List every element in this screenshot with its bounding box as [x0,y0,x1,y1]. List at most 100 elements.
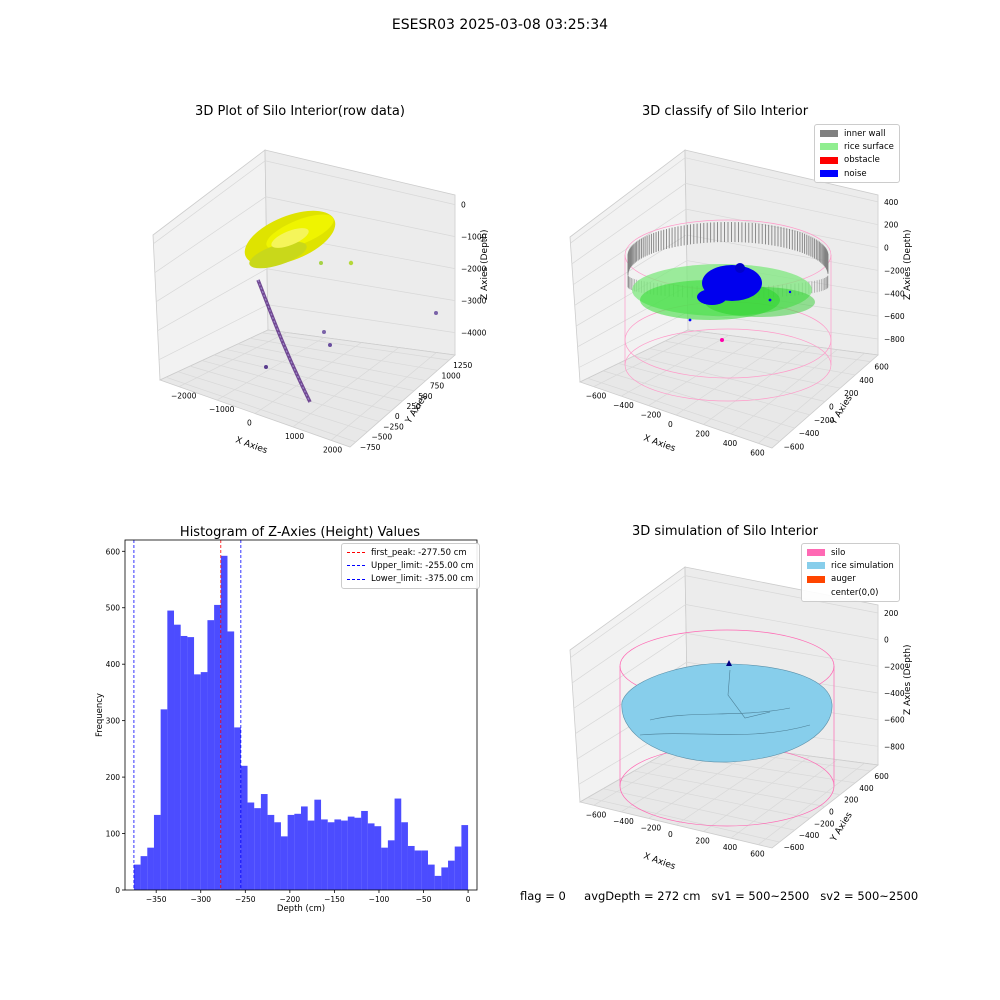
histogram-bar [421,850,428,890]
histogram-axes-frame [124,539,478,891]
simulation-legend: silo rice simulation auger center(0,0) [801,543,900,603]
histogram-bar [347,816,355,890]
histogram-bar [140,856,148,890]
histogram-bar [207,620,215,890]
histogram-y-tick: 300 [106,717,121,726]
histogram-legend-entry: Upper_limit: -255.00 cm [347,559,474,572]
histogram-bar [334,819,342,890]
simulation-y-tick: 400 [859,784,874,793]
raw-z-tick: −3000 [461,297,487,306]
histogram-bar [394,798,402,890]
status-flag: flag = 0 [520,889,566,903]
simulation-x-tick: −600 [586,810,607,819]
figure-title: ESESR03 2025-03-08 03:25:34 [391,17,609,33]
classify-center-marker [720,338,724,342]
histogram-bar [361,810,368,890]
classify-legend-label: noise [844,168,867,179]
simulation-panel-title: 3D simulation of Silo Interior [632,524,818,539]
simulation-z-label: Z Axies (Depth) [903,644,913,715]
histogram-y-label: Frequency [95,693,105,737]
classify-z-tick: −400 [884,289,905,298]
raw-y-tick: −250 [383,422,404,431]
simulation-y-tick: 600 [874,772,889,781]
histogram-bar [160,709,168,890]
simulation-legend-label: center(0,0) [831,587,879,598]
classify-x-tick: −600 [586,392,607,401]
classify-legend-label: inner wall [844,128,886,139]
histogram-legend-label: first_peak: -277.50 cm [371,547,467,558]
histogram-bar [267,814,275,890]
simulation-legend-label: auger [831,574,856,585]
simulation-rice-surface [621,663,833,763]
classify-legend-swatch [820,130,838,138]
histogram-bar [321,819,328,890]
classify-3d-plot: −600−400−2000200400600−600−400−200020040… [569,149,913,457]
raw-x-tick: −2000 [171,392,197,401]
histogram-bar [341,820,348,890]
histogram-bar [247,802,255,890]
classify-z-tick: 400 [884,198,899,207]
simulation-x-tick: 400 [723,843,738,852]
raw-z-tick: −1000 [461,233,487,242]
classify-y-tick: 0 [829,403,834,412]
simulation-x-tick: 200 [695,837,710,846]
simulation-z-tick: −800 [884,742,905,751]
raw-x-label: X Axies [234,435,269,456]
classify-x-tick: −200 [641,411,662,420]
raw-y-tick: 1000 [442,371,461,380]
histogram-bar [454,846,462,890]
simulation-z-tick: 200 [884,609,899,618]
raw-y-tick: 500 [418,392,433,401]
raw-y-tick: −500 [372,433,393,442]
classify-floor-pane [578,329,879,449]
histogram-y-tick: 100 [106,830,121,839]
histogram-bar [441,867,449,890]
simulation-legend-entry: auger [807,573,894,586]
histogram-x-tick: −150 [324,895,345,904]
histogram-bar [301,806,308,890]
simulation-y-tick: 200 [844,796,859,805]
simulation-z-tick: −200 [884,662,905,671]
histogram-x-tick: −300 [190,895,211,904]
classify-legend-label: obstacle [844,155,880,166]
simulation-y-tick: −600 [784,843,805,852]
simulation-legend-swatch [807,589,825,596]
histogram-legend-line [347,565,365,567]
histogram-bar [307,820,315,890]
histogram-bar [227,631,235,890]
classify-legend-entry: obstacle [820,154,894,167]
simulation-x-tick: −200 [641,823,662,832]
histogram-x-tick: −200 [280,895,301,904]
histogram-bar [367,823,375,890]
simulation-x-label: X Axies [642,851,677,872]
histogram-bar [200,672,208,890]
classify-legend-entry: rice surface [820,140,894,153]
raw-y-tick: 1250 [453,361,472,370]
classify-legend-swatch [820,170,838,178]
status-line: flag = 0 avgDepth = 272 cm sv1 = 500~250… [520,889,918,903]
simulation-legend-swatch [807,562,825,570]
simulation-legend-swatch [807,549,825,557]
classify-y-tick: −600 [784,442,805,451]
raw-z-tick: 0 [461,201,466,210]
simulation-y-tick: −400 [799,831,820,840]
histogram-bar [287,814,295,890]
histogram-chart: Histogram of Z-Axies (Height) Values −35… [95,525,478,914]
raw-panel-title: 3D Plot of Silo Interior(row data) [195,104,405,119]
raw-y-tick: 750 [430,382,445,391]
classify-legend-swatch [820,156,838,164]
histogram-bar [381,847,388,890]
histogram-bar [448,860,455,890]
classify-panel-title: 3D classify of Silo Interior [641,104,809,119]
simulation-legend-entry: rice simulation [807,559,894,572]
raw-z-tick: −4000 [461,329,487,338]
simulation-y-tick: −200 [814,819,835,828]
histogram-bar [434,875,442,890]
classify-x-tick: 200 [695,429,710,438]
histogram-x-tick: 0 [466,895,471,904]
histogram-bar [174,624,181,890]
raw-x-tick: 2000 [323,445,342,454]
classify-z-tick: −200 [884,266,905,275]
status-sv2: sv2 = 500~2500 [820,889,919,903]
